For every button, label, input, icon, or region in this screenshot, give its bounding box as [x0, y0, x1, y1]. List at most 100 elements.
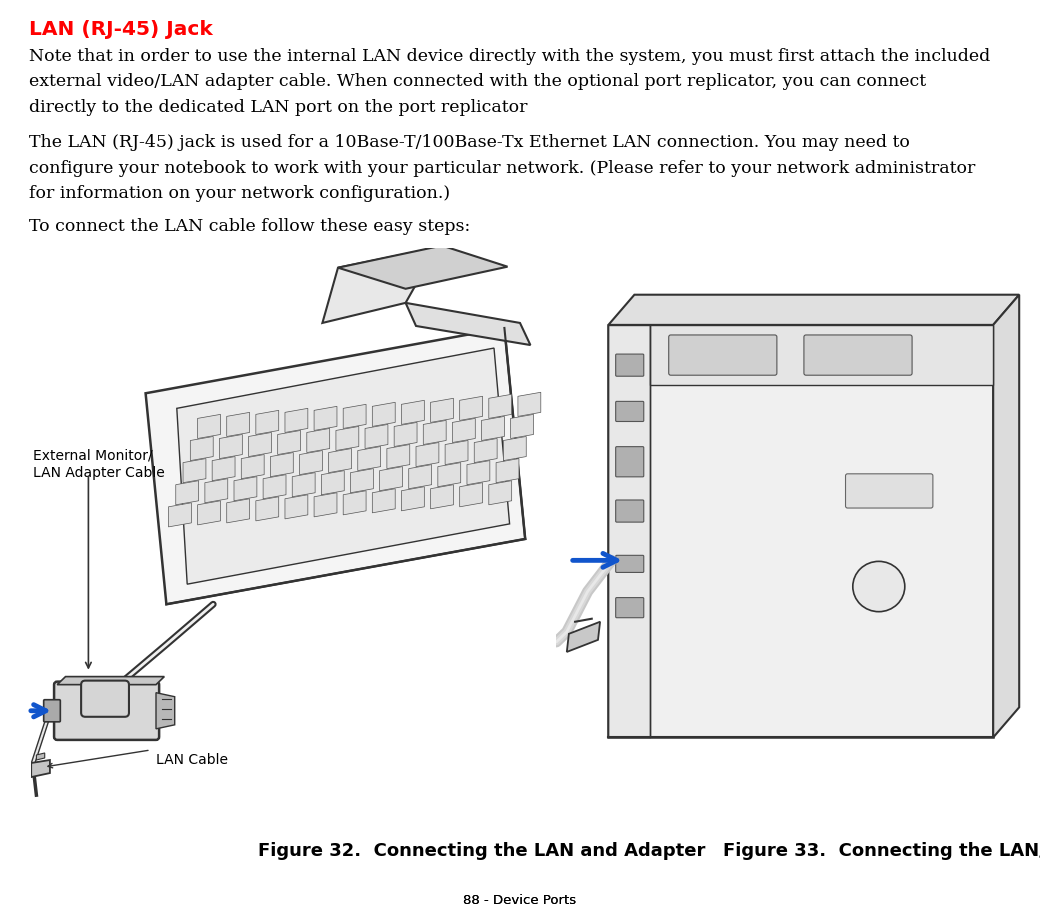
Polygon shape — [567, 622, 600, 652]
Polygon shape — [358, 447, 381, 470]
Polygon shape — [394, 423, 417, 447]
Polygon shape — [31, 760, 50, 777]
Text: Figure 32.  Connecting the LAN and Adapter: Figure 32. Connecting the LAN and Adapte… — [258, 842, 705, 860]
Polygon shape — [460, 482, 483, 507]
Polygon shape — [234, 477, 257, 501]
Polygon shape — [263, 475, 286, 499]
Text: Figure 33.  Connecting the LAN/Port Replicator: Figure 33. Connecting the LAN/Port Repli… — [723, 842, 1040, 860]
Polygon shape — [474, 438, 497, 462]
Text: External Monitor/
LAN Adapter Cable: External Monitor/ LAN Adapter Cable — [33, 448, 165, 480]
Polygon shape — [608, 294, 1019, 325]
FancyBboxPatch shape — [669, 335, 777, 375]
Polygon shape — [198, 414, 220, 438]
Polygon shape — [467, 460, 490, 485]
FancyBboxPatch shape — [616, 402, 644, 422]
Polygon shape — [423, 420, 446, 445]
Polygon shape — [372, 489, 395, 513]
Polygon shape — [518, 392, 541, 416]
Polygon shape — [227, 413, 250, 436]
Text: LAN Cable: LAN Cable — [156, 753, 228, 767]
Polygon shape — [608, 325, 993, 737]
Polygon shape — [249, 433, 271, 457]
Text: LAN (RJ-45) Jack: LAN (RJ-45) Jack — [29, 20, 213, 39]
Polygon shape — [409, 465, 432, 489]
Polygon shape — [322, 248, 437, 323]
Polygon shape — [511, 414, 534, 438]
Polygon shape — [300, 450, 322, 475]
FancyBboxPatch shape — [44, 700, 60, 722]
Polygon shape — [168, 503, 191, 527]
Text: directly to the dedicated LAN port on the port replicator: directly to the dedicated LAN port on th… — [29, 99, 527, 116]
FancyBboxPatch shape — [616, 598, 644, 618]
Polygon shape — [212, 457, 235, 481]
Polygon shape — [336, 426, 359, 450]
Text: The LAN (RJ-45) jack is used for a 10Base-T/100Base-Tx Ethernet LAN connection. : The LAN (RJ-45) jack is used for a 10Bas… — [29, 134, 910, 151]
Polygon shape — [321, 470, 344, 495]
Polygon shape — [329, 448, 352, 472]
Circle shape — [853, 561, 905, 612]
Polygon shape — [489, 394, 512, 418]
Polygon shape — [278, 430, 301, 455]
Polygon shape — [198, 501, 220, 525]
FancyBboxPatch shape — [616, 556, 644, 572]
Text: configure your notebook to work with your particular network. (Please refer to y: configure your notebook to work with you… — [29, 160, 976, 177]
Text: To connect the LAN cable follow these easy steps:: To connect the LAN cable follow these ea… — [29, 218, 470, 236]
Polygon shape — [993, 294, 1019, 737]
Polygon shape — [401, 401, 424, 425]
Polygon shape — [176, 481, 199, 504]
FancyBboxPatch shape — [616, 447, 644, 477]
Polygon shape — [452, 418, 475, 443]
Polygon shape — [183, 458, 206, 482]
Polygon shape — [270, 453, 293, 477]
FancyBboxPatch shape — [616, 500, 644, 522]
Polygon shape — [241, 455, 264, 479]
Polygon shape — [343, 491, 366, 514]
Polygon shape — [489, 481, 512, 504]
Text: Note that in order to use the internal LAN device directly with the system, you : Note that in order to use the internal L… — [29, 48, 990, 65]
FancyBboxPatch shape — [616, 354, 644, 376]
Polygon shape — [36, 753, 45, 760]
FancyBboxPatch shape — [804, 335, 912, 375]
Polygon shape — [256, 410, 279, 435]
Polygon shape — [227, 499, 250, 523]
Polygon shape — [285, 495, 308, 519]
Polygon shape — [190, 436, 213, 460]
Polygon shape — [177, 348, 510, 584]
FancyBboxPatch shape — [81, 680, 129, 717]
Polygon shape — [256, 497, 279, 521]
Text: 88 - Device Ports: 88 - Device Ports — [464, 894, 576, 907]
Polygon shape — [314, 406, 337, 430]
Polygon shape — [285, 408, 308, 433]
Polygon shape — [496, 458, 519, 482]
Polygon shape — [314, 492, 337, 517]
Polygon shape — [416, 443, 439, 467]
Polygon shape — [338, 246, 508, 289]
Polygon shape — [57, 677, 164, 685]
Polygon shape — [431, 485, 453, 509]
Text: external video/LAN adapter cable. When connected with the optional port replicat: external video/LAN adapter cable. When c… — [29, 73, 927, 91]
Polygon shape — [387, 445, 410, 469]
Polygon shape — [307, 428, 330, 453]
Text: 88 - Device Ports: 88 - Device Ports — [464, 894, 576, 907]
Polygon shape — [292, 472, 315, 497]
Polygon shape — [365, 425, 388, 448]
Polygon shape — [350, 469, 373, 492]
Polygon shape — [445, 440, 468, 465]
FancyBboxPatch shape — [54, 681, 159, 740]
Polygon shape — [343, 404, 366, 428]
Polygon shape — [460, 396, 483, 420]
Polygon shape — [205, 479, 228, 503]
Polygon shape — [438, 462, 461, 487]
Polygon shape — [650, 325, 993, 385]
Polygon shape — [156, 692, 175, 729]
Polygon shape — [380, 467, 402, 491]
Polygon shape — [146, 328, 525, 604]
Polygon shape — [406, 303, 530, 345]
Polygon shape — [431, 398, 453, 423]
Polygon shape — [503, 436, 526, 460]
Polygon shape — [401, 487, 424, 511]
Polygon shape — [372, 403, 395, 426]
FancyBboxPatch shape — [846, 474, 933, 508]
Text: for information on your network configuration.): for information on your network configur… — [29, 185, 450, 203]
Polygon shape — [482, 416, 504, 440]
